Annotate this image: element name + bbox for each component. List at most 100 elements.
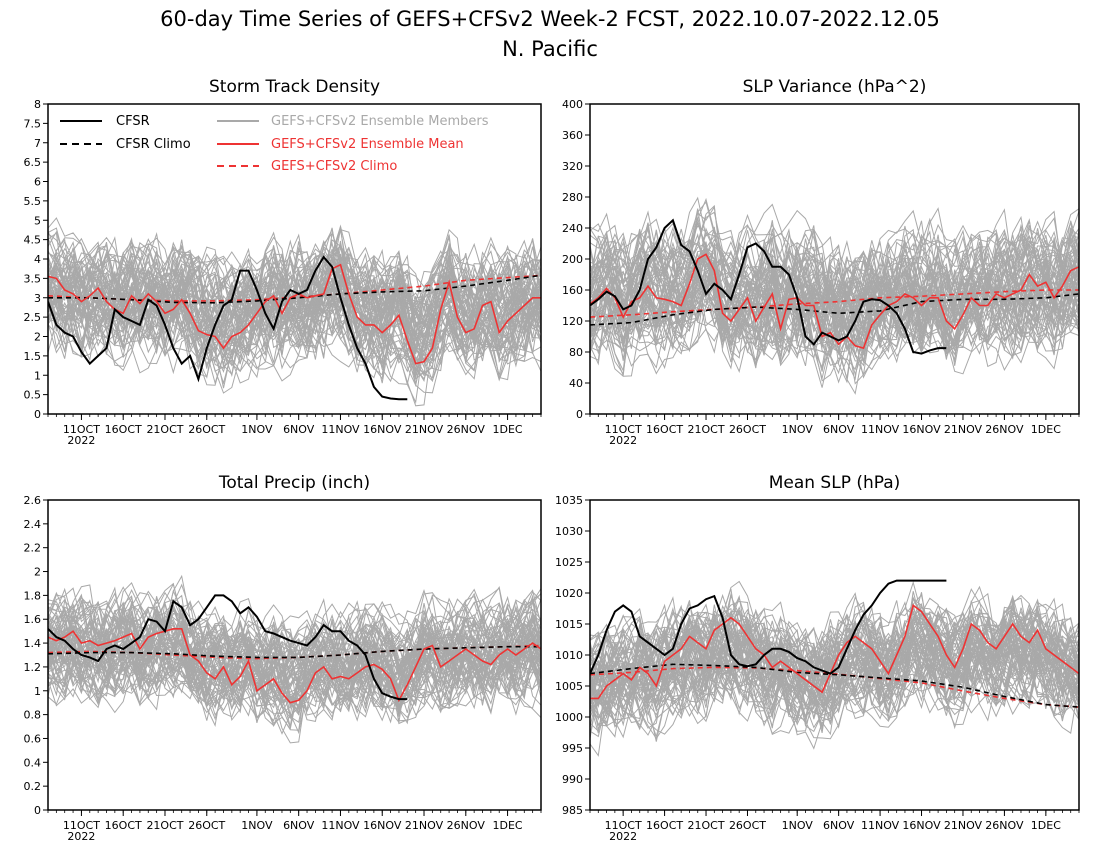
storm-track-density-xtick-label: 26OCT bbox=[188, 423, 225, 436]
slp-variance-ytick-label: 400 bbox=[562, 98, 583, 111]
slp-variance-member-line bbox=[590, 246, 1079, 376]
storm-track-density-ytick-label: 1.5 bbox=[24, 350, 42, 363]
storm-track-density-xtick-label: 21OCT bbox=[146, 423, 183, 436]
mean-slp-ytick-label: 1005 bbox=[555, 680, 583, 693]
mean-slp-xtick-label: 21OCT bbox=[688, 819, 725, 832]
slp-variance-xtick-label: 21OCT bbox=[688, 423, 725, 436]
slp-variance-ytick-label: 0 bbox=[576, 408, 583, 421]
slp-variance-xtick-label: 11OCT bbox=[605, 423, 642, 436]
storm-track-density-ytick-label: 8 bbox=[34, 98, 41, 111]
slp-variance-year-label: 2022 bbox=[609, 434, 637, 447]
mean-slp-xtick-label: 16NOV bbox=[902, 819, 941, 832]
storm-track-density-ytick-label: 3.5 bbox=[24, 272, 42, 285]
total-precip-ytick-label: 0 bbox=[34, 804, 41, 817]
slp-variance-xtick-label: 6NOV bbox=[823, 423, 855, 436]
total-precip-ytick-label: 1.2 bbox=[24, 661, 42, 674]
total-precip-member-line bbox=[48, 643, 541, 731]
storm-track-density-member-line bbox=[48, 217, 541, 323]
total-precip-frame bbox=[47, 499, 542, 811]
mean-slp-ytick-label: 990 bbox=[562, 773, 583, 786]
storm-track-density-xtick-label: 11NOV bbox=[321, 423, 360, 436]
storm-track-density-ytick-label: 5 bbox=[34, 214, 41, 227]
mean-slp-year-label: 2022 bbox=[609, 830, 637, 843]
legend-label-members: GEFS+CFSv2 Ensemble Members bbox=[271, 114, 489, 129]
slp-variance-ytick-label: 320 bbox=[562, 160, 583, 173]
slp-variance-panel: SLP Variance (hPa^2) 0 40 80 120 160 200 240 280… bbox=[562, 77, 1080, 447]
mean-slp-series-climo bbox=[590, 666, 1079, 708]
mean-slp-member-line bbox=[590, 628, 1079, 739]
total-precip-year-label: 2022 bbox=[67, 830, 95, 843]
slp-variance-xtick-label: 26OCT bbox=[729, 423, 766, 436]
mean-slp-xtick-label: 16OCT bbox=[646, 819, 683, 832]
slp-variance-xtick-label: 26NOV bbox=[985, 423, 1024, 436]
slp-variance-member-line bbox=[590, 241, 1079, 349]
total-precip-xtick-label: 16OCT bbox=[105, 819, 142, 832]
storm-track-density-xtick-label: 1NOV bbox=[241, 423, 273, 436]
total-precip-title: Total Precip (inch) bbox=[218, 473, 370, 493]
mean-slp-panel: Mean SLP (hPa) 985 990 995 1000 1005 1010 1015 1… bbox=[555, 473, 1080, 843]
slp-variance-member-line bbox=[590, 210, 1079, 311]
storm-track-density-member-line bbox=[48, 261, 541, 365]
mean-slp-ytick-label: 1030 bbox=[555, 525, 583, 538]
storm-track-density-ytick-label: 7 bbox=[34, 137, 41, 150]
slp-variance-ytick-label: 240 bbox=[562, 222, 583, 235]
slp-variance-member-line bbox=[590, 280, 1079, 381]
slp-variance-member-line bbox=[590, 197, 1079, 318]
total-precip-ytick-label: 1.8 bbox=[24, 589, 42, 602]
mean-slp-xtick-label: 26OCT bbox=[729, 819, 766, 832]
storm-track-density-xtick-label: 11OCT bbox=[63, 423, 100, 436]
slp-variance-xtick-label: 1DEC bbox=[1031, 423, 1061, 436]
storm-track-density-ytick-label: 4.5 bbox=[24, 234, 42, 247]
total-precip-ytick-label: 1 bbox=[34, 685, 41, 698]
total-precip-ytick-label: 2.4 bbox=[24, 518, 42, 531]
storm-track-density-year-label: 2022 bbox=[67, 434, 95, 447]
storm-track-density-ytick-label: 2.5 bbox=[24, 311, 42, 324]
storm-track-density-ytick-label: 6 bbox=[34, 176, 41, 189]
chart-legend: CFSR CFSR Climo GEFS+CFSv2 Ensemble Memb… bbox=[60, 114, 489, 174]
total-precip-ytick-label: 0.6 bbox=[24, 732, 42, 745]
mean-slp-ytick-label: 1000 bbox=[555, 711, 583, 724]
storm-track-density-xtick-label: 6NOV bbox=[283, 423, 315, 436]
mean-slp-xtick-label: 11NOV bbox=[861, 819, 900, 832]
storm-track-density-ytick-label: 4 bbox=[34, 253, 41, 266]
legend-label-cfsr: CFSR bbox=[116, 114, 150, 129]
total-precip-xtick-label: 26OCT bbox=[188, 819, 225, 832]
slp-variance-series-cfsr bbox=[590, 218, 947, 355]
total-precip-xtick-label: 21NOV bbox=[405, 819, 444, 832]
slp-variance-series-climo bbox=[590, 289, 1079, 318]
storm-track-density-member-line bbox=[48, 236, 541, 335]
total-precip-ytick-label: 0.2 bbox=[24, 780, 42, 793]
mean-slp-member-line bbox=[590, 604, 1079, 697]
storm-track-density-ytick-label: 7.5 bbox=[24, 117, 42, 130]
storm-track-density-series-mean bbox=[48, 263, 541, 365]
total-precip-xtick-label: 11OCT bbox=[63, 819, 100, 832]
total-precip-ytick-label: 2.2 bbox=[24, 542, 42, 555]
total-precip-member-line bbox=[48, 574, 541, 677]
slp-variance-ytick-label: 160 bbox=[562, 284, 583, 297]
storm-track-density-ytick-label: 0 bbox=[34, 408, 41, 421]
mean-slp-series-mean bbox=[590, 604, 1079, 700]
slp-variance-series-cfsr-climo bbox=[590, 293, 1079, 326]
storm-track-density-xtick-label: 26NOV bbox=[447, 423, 486, 436]
slp-variance-member-line bbox=[590, 270, 1079, 377]
slp-variance-ytick-label: 120 bbox=[562, 315, 583, 328]
total-precip-ytick-label: 0.4 bbox=[24, 756, 42, 769]
slp-variance-ytick-label: 360 bbox=[562, 129, 583, 142]
storm-track-density-xtick-label: 16OCT bbox=[105, 423, 142, 436]
legend-label-cfsr-climo: CFSR Climo bbox=[116, 137, 191, 152]
storm-track-density-xtick-label: 21NOV bbox=[405, 423, 444, 436]
storm-track-density-member-line bbox=[48, 290, 541, 382]
mean-slp-member-line bbox=[590, 607, 1079, 709]
total-precip-member-line bbox=[48, 587, 541, 689]
page-subtitle: N. Pacific bbox=[502, 37, 598, 61]
slp-variance-xtick-label: 16NOV bbox=[902, 423, 941, 436]
total-precip-xtick-label: 6NOV bbox=[283, 819, 315, 832]
mean-slp-ytick-label: 1025 bbox=[555, 556, 583, 569]
mean-slp-member-line bbox=[590, 610, 1079, 714]
page-title: 60-day Time Series of GEFS+CFSv2 Week-2 … bbox=[160, 7, 940, 31]
mean-slp-xtick-label: 21NOV bbox=[944, 819, 983, 832]
legend-label-mean: GEFS+CFSv2 Ensemble Mean bbox=[271, 137, 464, 152]
total-precip-series-cfsr-climo bbox=[48, 645, 541, 659]
storm-track-density-ytick-label: 5.5 bbox=[24, 195, 42, 208]
